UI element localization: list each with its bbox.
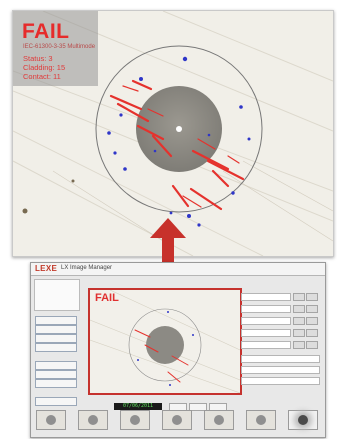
result-overlay: FAIL IEC-61300-3-35 Multimode Status: 3 … — [13, 11, 98, 86]
setting-field-2[interactable] — [241, 305, 291, 313]
setting-field-4[interactable] — [241, 329, 291, 337]
thumbnail-5[interactable] — [204, 410, 234, 430]
left-button-1[interactable] — [35, 316, 77, 325]
left-button-6[interactable] — [35, 370, 77, 379]
left-button-4[interactable] — [35, 343, 77, 352]
up-arrow-icon — [150, 218, 186, 278]
setting-button-4b[interactable] — [306, 329, 318, 337]
zone-cladding: Cladding: 15 — [23, 63, 66, 72]
thumbnail-strip — [36, 410, 326, 436]
left-button-3[interactable] — [35, 334, 77, 343]
fiber-endface-zoom: FAIL IEC-61300-3-35 Multimode Status: 3 … — [12, 10, 334, 257]
left-button-7[interactable] — [35, 379, 77, 388]
thumbnail-2[interactable] — [78, 410, 108, 430]
app-title: LX Image Manager — [61, 265, 113, 271]
setting-button-3b[interactable] — [306, 317, 318, 325]
zone-status: Status: 3 — [23, 54, 53, 63]
setting-button-5a[interactable] — [293, 341, 305, 349]
preview-fail-label: FAIL — [95, 292, 119, 304]
thumbnail-3[interactable] — [120, 410, 150, 430]
control-button-2[interactable] — [189, 403, 207, 411]
setting-button-1a[interactable] — [293, 293, 305, 301]
fiber-core-icon — [146, 326, 184, 364]
status-readout: 07/06/2011 15:40 — [114, 403, 162, 416]
standard-label: IEC-61300-3-35 Multimode — [23, 44, 96, 50]
left-panel — [34, 279, 80, 406]
right-panel — [241, 293, 321, 393]
thumbnail-1[interactable] — [36, 410, 66, 430]
setting-button-3a[interactable] — [293, 317, 305, 325]
zone-contact: Contact: 11 — [23, 72, 61, 81]
app-logo: LEXE — [35, 264, 58, 273]
thumbnail-7[interactable] — [288, 410, 318, 430]
setting-button-1b[interactable] — [306, 293, 318, 301]
setting-button-5b[interactable] — [306, 341, 318, 349]
software-window: LEXE LX Image Manager — [30, 262, 326, 438]
left-button-2[interactable] — [35, 325, 77, 334]
connector-info-box — [34, 279, 80, 311]
preview-image — [90, 290, 240, 393]
fail-label: FAIL — [22, 20, 70, 43]
thumbnail-4[interactable] — [162, 410, 192, 430]
setting-field-3[interactable] — [241, 317, 291, 325]
window-title-bar: LEXE LX Image Manager — [31, 263, 325, 276]
left-button-8[interactable] — [35, 397, 77, 406]
endface-image — [13, 11, 333, 256]
image-preview[interactable]: FAIL — [88, 288, 242, 395]
setting-button-4a[interactable] — [293, 329, 305, 337]
thumbnail-6[interactable] — [246, 410, 276, 430]
setting-field-1[interactable] — [241, 293, 291, 301]
info-field-3[interactable] — [241, 377, 320, 385]
setting-field-5[interactable] — [241, 341, 291, 349]
setting-button-2b[interactable] — [306, 305, 318, 313]
setting-button-2a[interactable] — [293, 305, 305, 313]
info-field-1[interactable] — [241, 355, 320, 363]
left-button-5[interactable] — [35, 361, 77, 370]
info-field-2[interactable] — [241, 366, 320, 374]
